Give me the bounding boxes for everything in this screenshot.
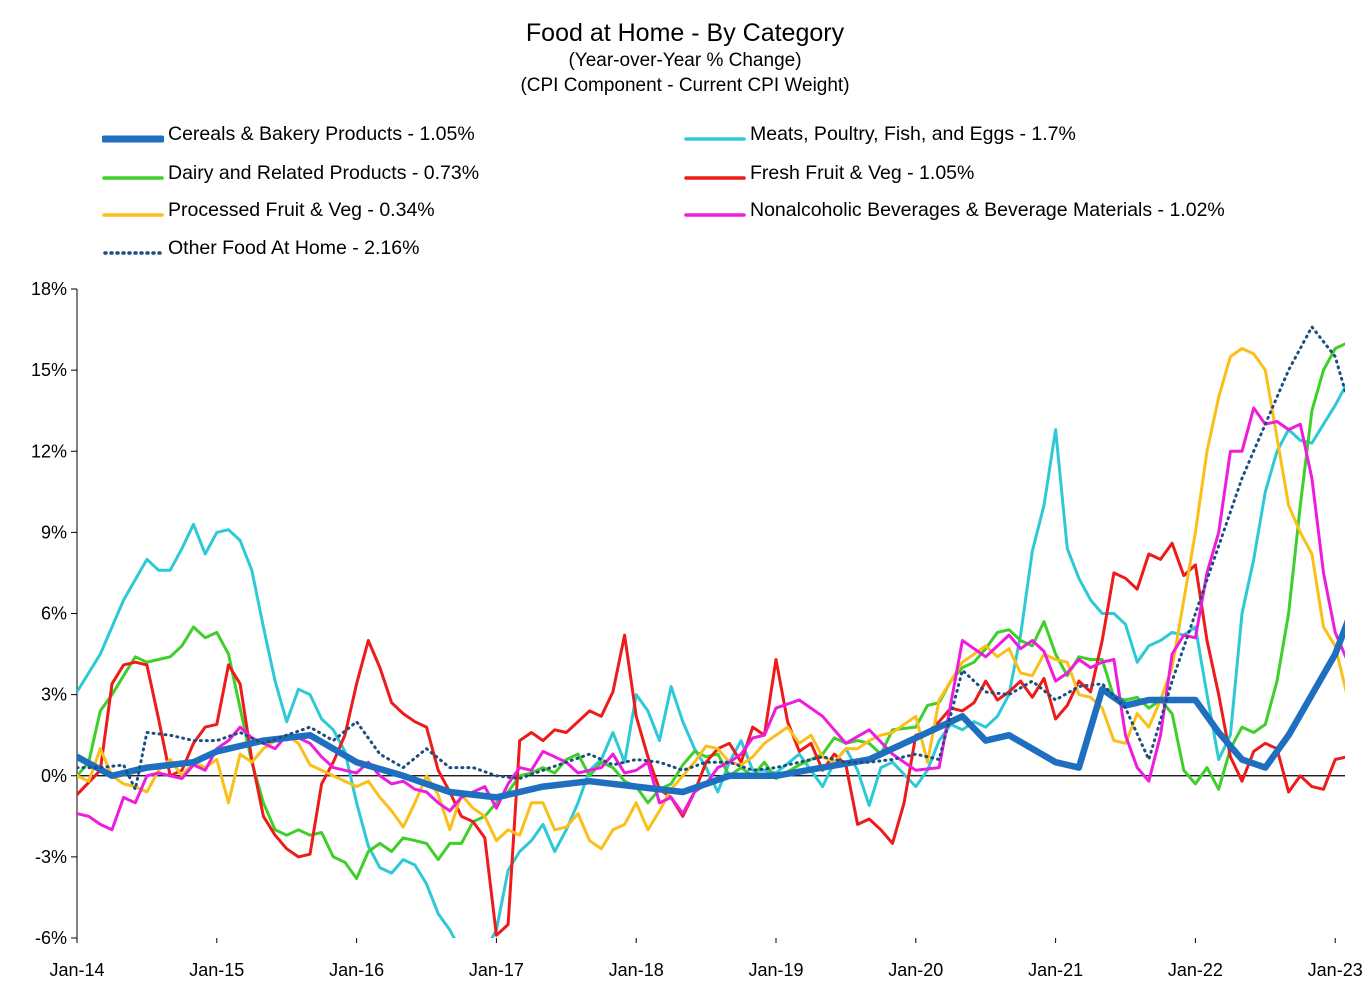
legend-label-processed: Processed Fruit & Veg - 0.34% bbox=[168, 198, 435, 221]
y-tick-label: 6% bbox=[41, 604, 67, 624]
chart-subtitle-2: (CPI Component - Current CPI Weight) bbox=[520, 75, 850, 96]
y-tick-label: 9% bbox=[41, 522, 67, 542]
legend-label-other: Other Food At Home - 2.16% bbox=[168, 236, 420, 259]
legend-item-other: Other Food At Home - 2.16% bbox=[102, 235, 419, 261]
legend-swatch-cereals bbox=[100, 130, 166, 143]
legend-swatch-processed bbox=[102, 206, 164, 217]
y-tick-label: 3% bbox=[41, 685, 67, 705]
x-tick-label: Jan-18 bbox=[609, 960, 664, 980]
y-tick-label: -6% bbox=[35, 928, 67, 948]
legend-item-beverages: Nonalcoholic Beverages & Beverage Materi… bbox=[684, 197, 1225, 223]
legend-label-dairy: Dairy and Related Products - 0.73% bbox=[168, 161, 480, 184]
y-tick-label: -3% bbox=[35, 847, 67, 867]
x-tick-label: Jan-20 bbox=[888, 960, 943, 980]
series-line-6 bbox=[77, 325, 1345, 791]
y-tick-label: 12% bbox=[31, 441, 67, 461]
x-tick-label: Jan-14 bbox=[49, 960, 104, 980]
axes: 18% 15% 12% 9% 6% 3% 0% -3% -6% Jan-14 Jan-15 Jan-1… bbox=[31, 279, 1363, 980]
x-tick-label: Jan-19 bbox=[748, 960, 803, 980]
y-tick-label: 15% bbox=[31, 360, 67, 380]
legend-item-meats: Meats, Poultry, Fish, and Eggs - 1.7% bbox=[684, 121, 1076, 147]
legend-label-meats: Meats, Poultry, Fish, and Eggs - 1.7% bbox=[750, 122, 1076, 145]
title-block: Food at Home - By Category (Year-over-Ye… bbox=[0, 18, 1370, 98]
legend-item-dairy: Dairy and Related Products - 0.73% bbox=[102, 160, 479, 186]
legend: Cereals & Bakery Products - 1.05% Dairy … bbox=[0, 0, 1370, 270]
x-tick-label: Jan-21 bbox=[1028, 960, 1083, 980]
legend-item-fresh: Fresh Fruit & Veg - 1.05% bbox=[684, 160, 974, 186]
legend-label-fresh: Fresh Fruit & Veg - 1.05% bbox=[750, 161, 975, 184]
x-tick-label: Jan-22 bbox=[1168, 960, 1223, 980]
series-line-1 bbox=[77, 383, 1345, 938]
x-tick-label: Jan-15 bbox=[189, 960, 244, 980]
y-tick-label: 18% bbox=[31, 279, 67, 299]
series-line-3 bbox=[77, 541, 1345, 937]
legend-swatch-other bbox=[102, 244, 164, 255]
series-line-4 bbox=[77, 347, 1345, 851]
x-tick-label: Jan-16 bbox=[329, 960, 384, 980]
legend-label-cereals: Cereals & Bakery Products - 1.05% bbox=[168, 122, 475, 145]
legend-swatch-fresh bbox=[684, 169, 746, 180]
series-line-0 bbox=[77, 619, 1345, 801]
x-tick-label: Jan-17 bbox=[469, 960, 524, 980]
legend-item-processed: Processed Fruit & Veg - 0.34% bbox=[102, 197, 435, 223]
series-line-5 bbox=[77, 406, 1345, 832]
chart-subtitle-1: (Year-over-Year % Change) bbox=[568, 50, 802, 71]
legend-label-beverages: Nonalcoholic Beverages & Beverage Materi… bbox=[750, 198, 1225, 221]
legend-swatch-dairy bbox=[102, 169, 164, 180]
legend-swatch-meats bbox=[684, 130, 746, 141]
series-layer bbox=[77, 325, 1345, 938]
y-tick-label: 0% bbox=[41, 766, 67, 786]
chart-title: Food at Home - By Category bbox=[525, 19, 845, 47]
legend-item-cereals: Cereals & Bakery Products - 1.05% bbox=[100, 121, 475, 147]
legend-swatch-beverages bbox=[684, 206, 746, 217]
x-tick-label: Jan-23 bbox=[1308, 960, 1363, 980]
series-line-2 bbox=[77, 342, 1345, 880]
